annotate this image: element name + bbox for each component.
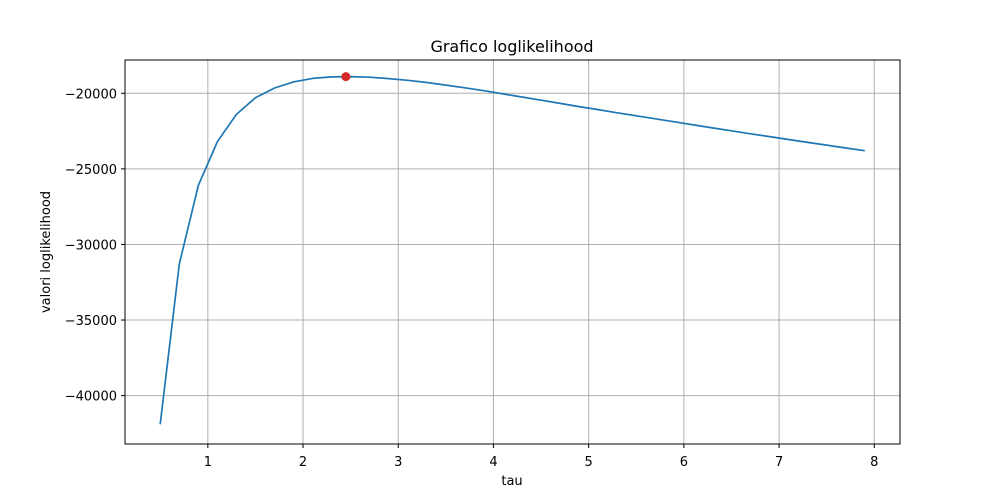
x-tick-label: 2 [299, 455, 307, 470]
x-axis-label: tau [501, 474, 522, 489]
x-tick-label: 3 [394, 455, 402, 470]
x-tick-label: 1 [204, 455, 212, 470]
y-tick-label: −25000 [65, 163, 117, 178]
plot-frame [124, 59, 901, 445]
x-tick-label: 6 [680, 455, 688, 470]
x-axis-ticks: 1 2 3 4 5 6 7 8 [204, 444, 878, 470]
y-tick-label: −20000 [65, 87, 117, 102]
chart-title: Grafico loglikelihood [430, 37, 593, 56]
x-tick-label: 5 [585, 455, 593, 470]
max-point-marker [341, 72, 351, 82]
series-layer [159, 72, 865, 425]
x-tick-label: 4 [489, 455, 497, 470]
grid [125, 60, 900, 444]
y-tick-label: −35000 [65, 314, 117, 329]
loglikelihood-line [159, 75, 865, 425]
x-tick-label: 8 [870, 455, 878, 470]
y-tick-label: −30000 [65, 238, 117, 253]
y-axis-label: valori loglikelihood [39, 191, 54, 313]
x-tick-label: 7 [775, 455, 783, 470]
y-tick-label: −40000 [65, 390, 117, 405]
y-axis-ticks: −40000 −35000 −30000 −25000 −20000 [65, 87, 125, 405]
